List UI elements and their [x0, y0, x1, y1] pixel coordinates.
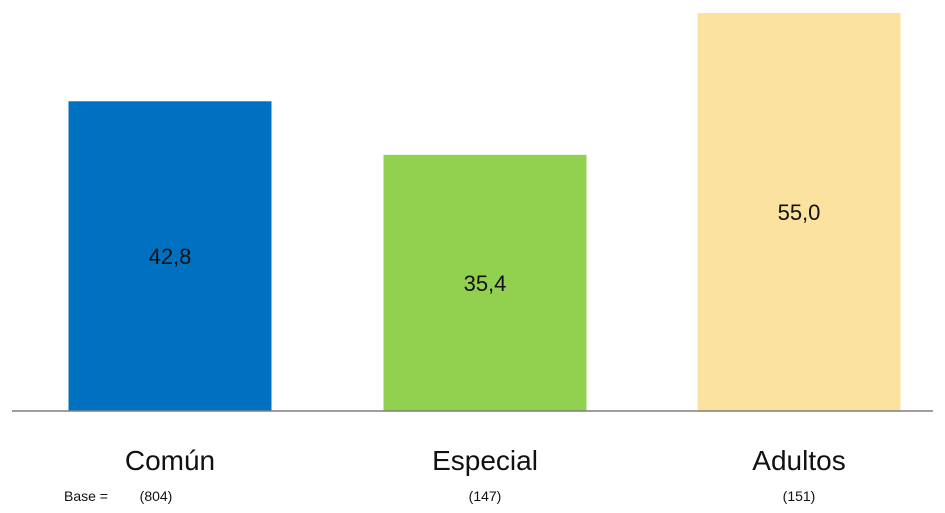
bar-comun	[68, 101, 272, 412]
category-label-especial: Especial	[432, 445, 538, 476]
base-label-comun: (804)	[140, 488, 173, 504]
value-label-especial: 35,4	[464, 271, 507, 296]
value-label-comun: 42,8	[149, 244, 192, 269]
value-label-adultos: 55,0	[778, 200, 821, 225]
bar-adultos	[697, 13, 901, 411]
category-label-comun: Común	[125, 445, 215, 476]
bar-especial	[383, 154, 587, 411]
base-label-adultos: (151)	[783, 488, 816, 504]
base-label-especial: (147)	[469, 488, 502, 504]
bars-group	[68, 13, 901, 412]
base-prefix-label: Base =	[64, 488, 108, 504]
category-label-adultos: Adultos	[752, 445, 845, 476]
labels-group: 42,8 Común (804) 35,4 Especial (147) 55,0 Adult…	[125, 200, 846, 504]
